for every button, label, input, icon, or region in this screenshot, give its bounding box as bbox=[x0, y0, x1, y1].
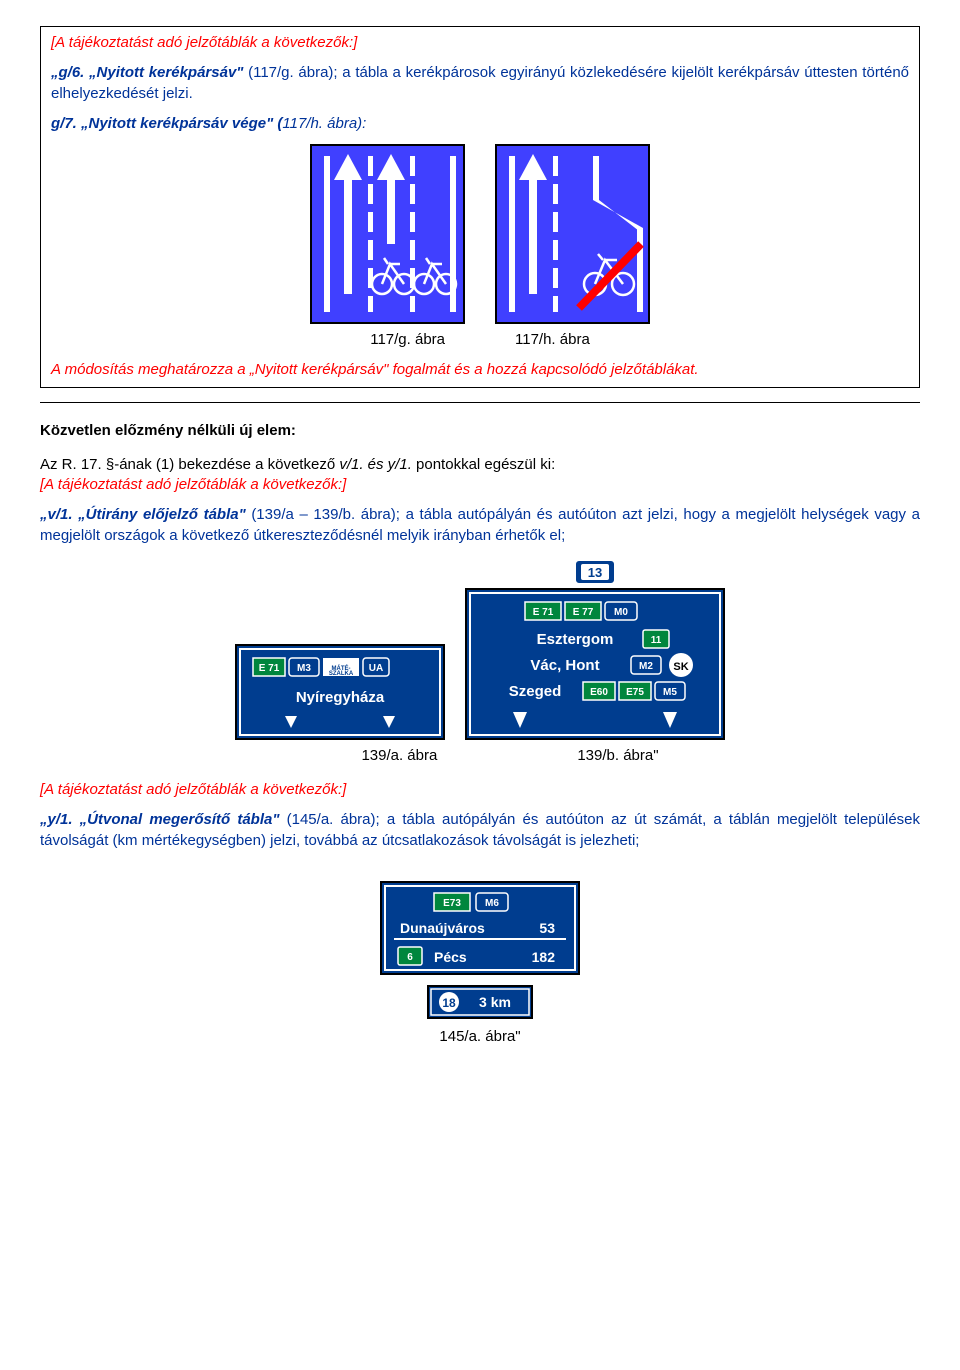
sign-117h bbox=[495, 144, 650, 324]
section2-heading: Közvetlen előzmény nélküli új elem: bbox=[40, 421, 920, 441]
sign-139b-svg: 13 E 71 E 77 M0 Esztergom 11 Vác, Hont M… bbox=[465, 560, 725, 740]
s2-a: Az R. 17. §-ának (1) bekezdése a követke… bbox=[40, 456, 339, 473]
sign-145a-svg: E73 M6 Dunaújváros 53 6 Pécs 182 bbox=[380, 881, 580, 975]
sign-117h-svg bbox=[495, 144, 650, 324]
svg-text:Dunaújváros: Dunaújváros bbox=[400, 920, 485, 936]
section2-bracket: [A tájékoztatást adó jelzőtáblák a követ… bbox=[40, 475, 920, 495]
cap-117h: 117/h. ábra bbox=[515, 330, 590, 350]
g7-prefix: g/7. „Nyitott kerékpársáv vége" ( bbox=[51, 115, 282, 132]
svg-text:M5: M5 bbox=[663, 687, 677, 698]
y1-ref: (145/a. ábra); bbox=[287, 811, 387, 828]
svg-text:E60: E60 bbox=[590, 687, 608, 698]
svg-text:Szeged: Szeged bbox=[509, 683, 562, 700]
sign-row-139: E 71 M3 MÁTÉ- SZALKA UA Nyíregyháza 13 bbox=[40, 560, 920, 740]
sign-139a-svg: E 71 M3 MÁTÉ- SZALKA UA Nyíregyháza bbox=[235, 644, 445, 740]
g6-paragraph: „g/6. „Nyitott kerékpársáv" (117/g. ábra… bbox=[51, 63, 909, 104]
caption-row-117: 117/g. ábra 117/h. ábra bbox=[51, 330, 909, 350]
cap-145: 145/a. ábra" bbox=[439, 1027, 520, 1047]
y1-paragraph: „y/1. „Útvonal megerősítő tábla" (145/a.… bbox=[40, 810, 920, 851]
s2-c: pontokkal egészül ki: bbox=[416, 456, 555, 473]
sign-145a-bottom-svg: 18 3 km bbox=[427, 985, 533, 1019]
svg-text:Vác, Hont: Vác, Hont bbox=[530, 657, 599, 674]
svg-text:E 71: E 71 bbox=[259, 663, 280, 674]
svg-text:53: 53 bbox=[539, 920, 555, 936]
sign-139a: E 71 M3 MÁTÉ- SZALKA UA Nyíregyháza bbox=[235, 644, 445, 740]
v1-paragraph: „v/1. „Útirány előjelző tábla" (139/a – … bbox=[40, 505, 920, 546]
svg-text:E 77: E 77 bbox=[573, 607, 594, 618]
svg-text:Nyíregyháza: Nyíregyháza bbox=[296, 689, 385, 706]
svg-text:M6: M6 bbox=[485, 898, 499, 909]
sign-117g bbox=[310, 144, 465, 324]
g7-suffix: ): bbox=[357, 115, 366, 132]
svg-text:3 km: 3 km bbox=[479, 994, 511, 1010]
section2-bracket2: [A tájékoztatást adó jelzőtáblák a követ… bbox=[40, 780, 920, 800]
svg-text:11: 11 bbox=[651, 635, 662, 646]
svg-text:6: 6 bbox=[407, 952, 413, 963]
sign-117g-svg bbox=[310, 144, 465, 324]
cap-117g: 117/g. ábra bbox=[370, 330, 445, 350]
sign-139b: 13 E 71 E 77 M0 Esztergom 11 Vác, Hont M… bbox=[465, 560, 725, 740]
section1-box: [A tájékoztatást adó jelzőtáblák a követ… bbox=[40, 26, 920, 388]
sign-row-117 bbox=[51, 144, 909, 324]
g7-paragraph: g/7. „Nyitott kerékpársáv vége" (117/h. … bbox=[51, 114, 909, 134]
y1-prefix: „y/1. „Útvonal megerősítő tábla" bbox=[40, 811, 287, 828]
svg-text:SK: SK bbox=[673, 661, 688, 673]
svg-text:Esztergom: Esztergom bbox=[537, 631, 614, 648]
box-note: A módosítás meghatározza a „Nyitott keré… bbox=[51, 360, 909, 380]
s2-b: v/1. és y/1. bbox=[339, 456, 416, 473]
v1-prefix: „v/1. „Útirány előjelző tábla" bbox=[40, 506, 251, 523]
v1-ref: (139/a – 139/b. ábra); bbox=[251, 506, 405, 523]
svg-text:182: 182 bbox=[532, 949, 556, 965]
svg-text:E73: E73 bbox=[443, 898, 461, 909]
svg-text:E 71: E 71 bbox=[533, 607, 554, 618]
svg-text:18: 18 bbox=[442, 996, 456, 1010]
svg-text:Pécs: Pécs bbox=[434, 949, 467, 965]
svg-text:E75: E75 bbox=[626, 687, 644, 698]
separator bbox=[40, 402, 920, 403]
intro-bracket: [A tájékoztatást adó jelzőtáblák a követ… bbox=[51, 33, 909, 53]
svg-text:13: 13 bbox=[588, 565, 602, 580]
svg-text:M0: M0 bbox=[614, 607, 628, 618]
caption-row-139: 139/a. ábra 139/b. ábra" bbox=[100, 746, 920, 766]
svg-text:M2: M2 bbox=[639, 661, 653, 672]
svg-text:SZALKA: SZALKA bbox=[329, 671, 354, 677]
g6-prefix: „g/6. „Nyitott kerékpársáv" bbox=[51, 64, 248, 81]
g7-ref: 117/h. ábra bbox=[282, 115, 357, 132]
cap-139b: 139/b. ábra" bbox=[577, 746, 658, 766]
cap-139a: 139/a. ábra bbox=[361, 746, 437, 766]
section2-line: Az R. 17. §-ának (1) bekezdése a követke… bbox=[40, 455, 920, 475]
svg-text:UA: UA bbox=[369, 663, 383, 674]
svg-text:M3: M3 bbox=[297, 663, 311, 674]
sign-145-wrap: E73 M6 Dunaújváros 53 6 Pécs 182 18 3 km… bbox=[40, 881, 920, 1047]
g6-ref: (117/g. ábra); bbox=[248, 64, 342, 81]
